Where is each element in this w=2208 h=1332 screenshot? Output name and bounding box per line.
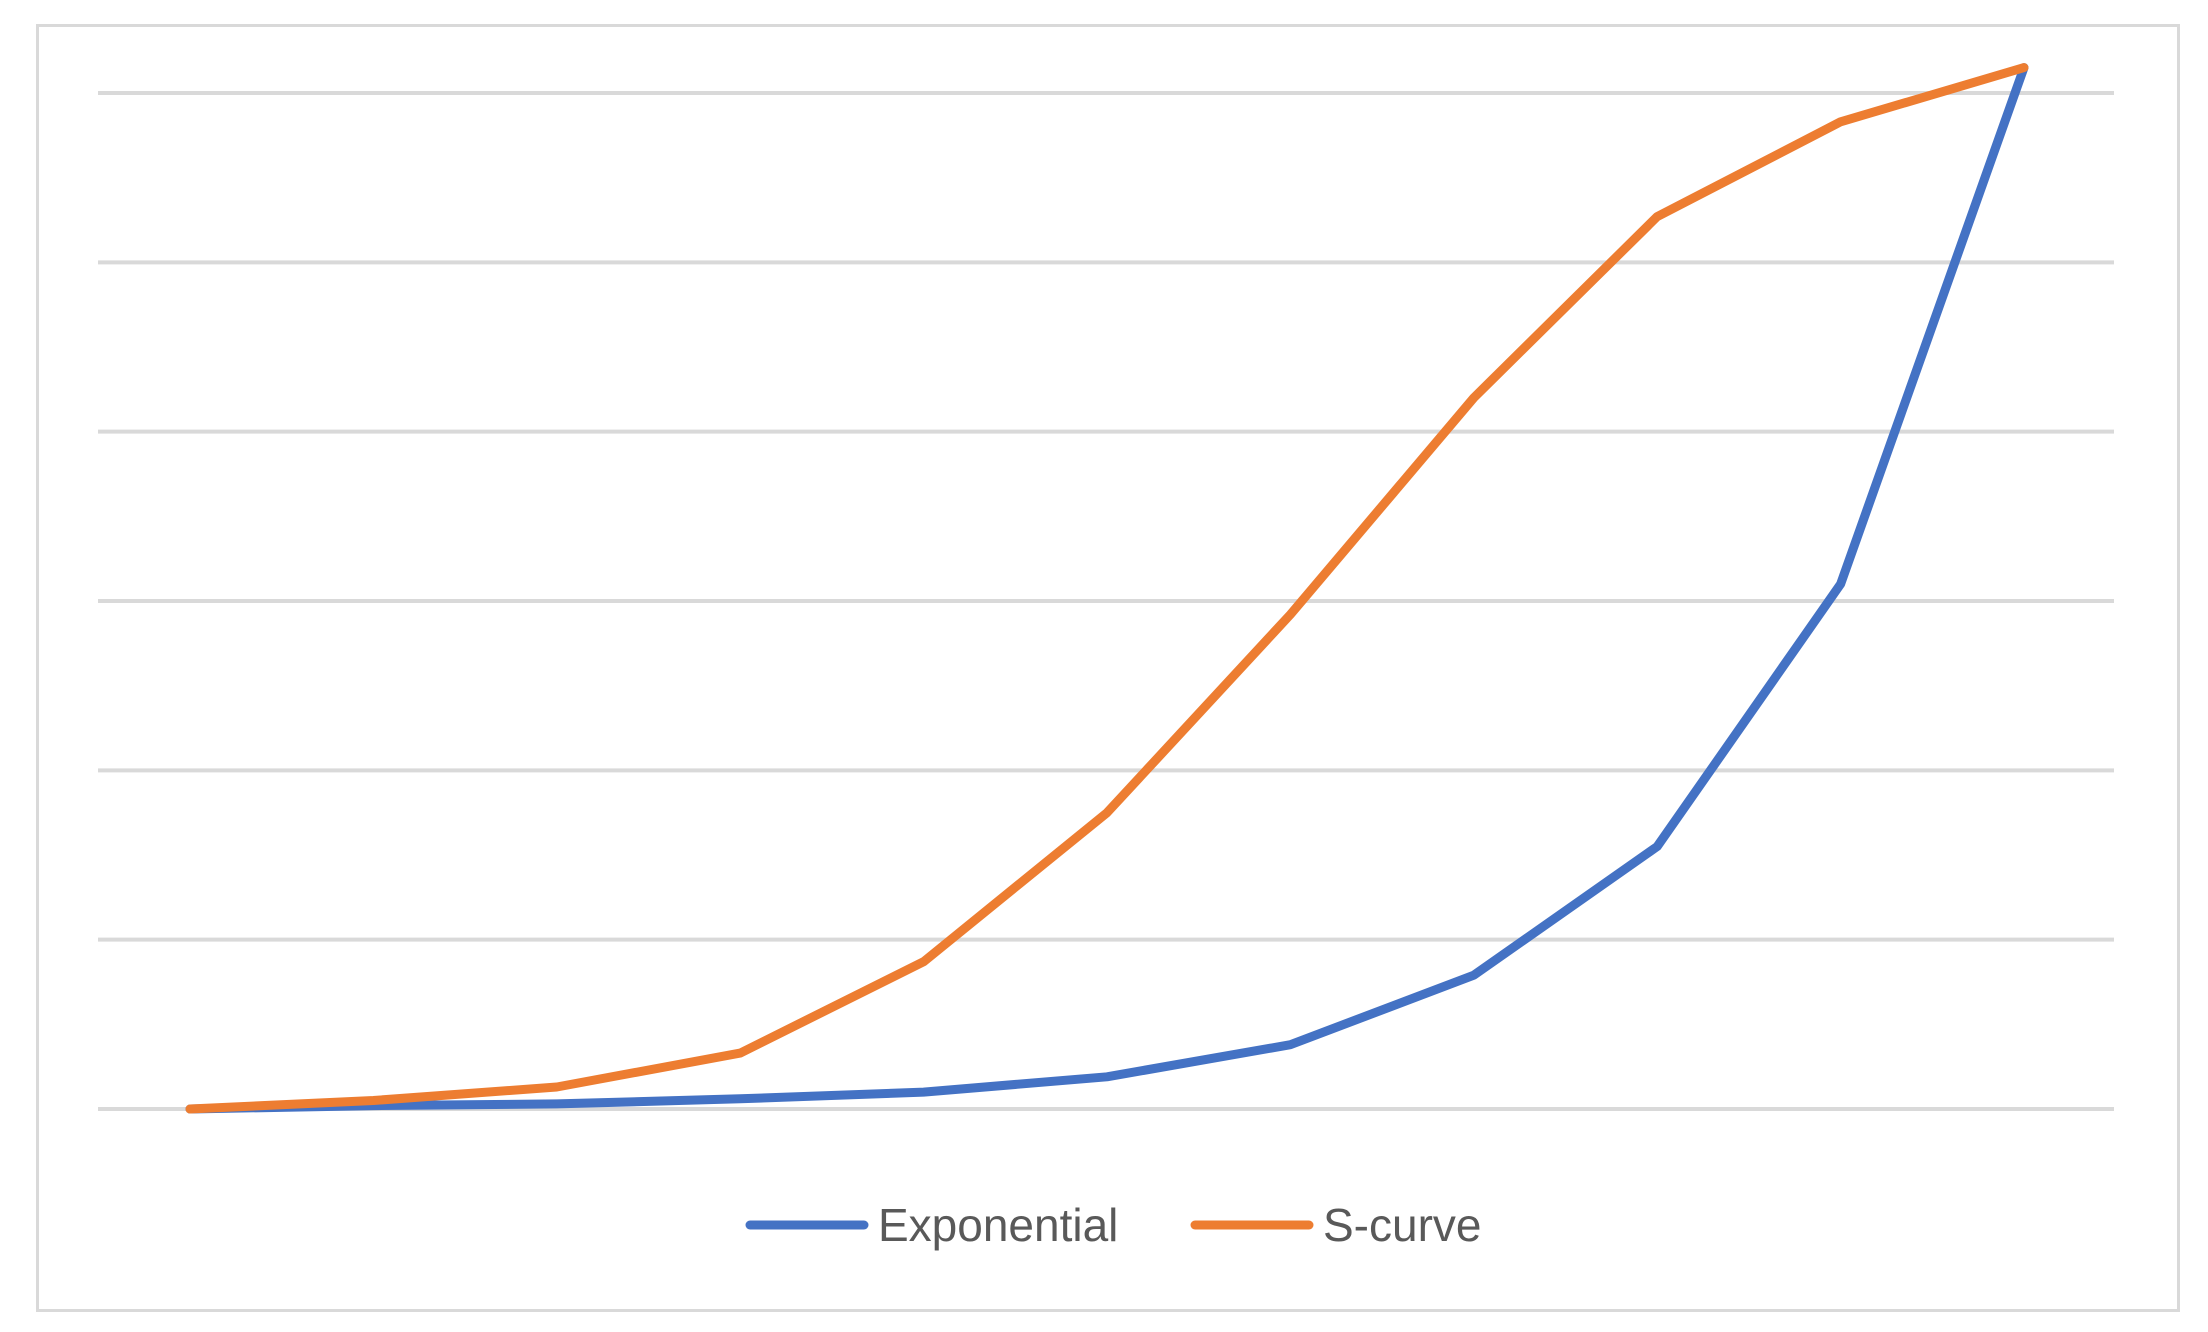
legend: Exponential S-curve <box>745 1199 1481 1251</box>
legend-label-s-curve: S-curve <box>1323 1199 1481 1251</box>
legend-label-exponential: Exponential <box>878 1199 1118 1251</box>
series-lines <box>185 63 2029 1114</box>
series-line-s-curve <box>185 63 2029 1114</box>
series-line-exponential <box>185 63 2029 1114</box>
gridlines <box>98 91 2114 1111</box>
